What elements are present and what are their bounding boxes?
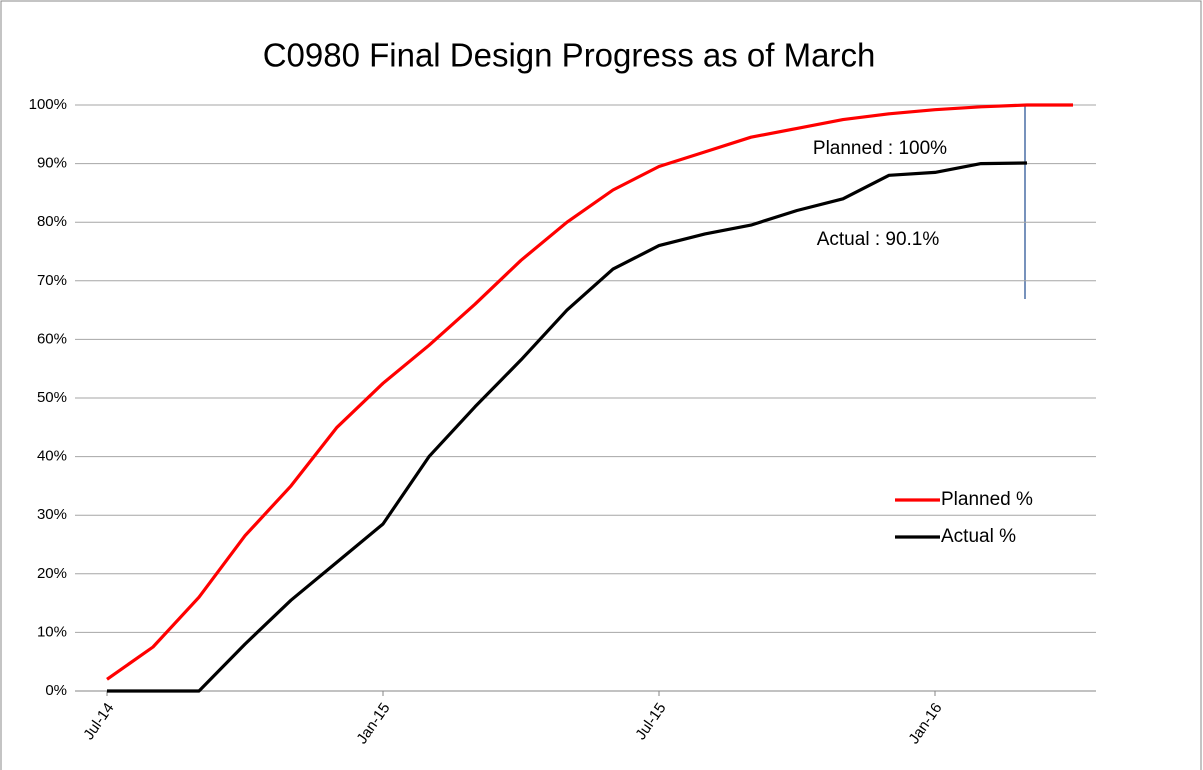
legend-label: Planned % [941, 489, 1033, 510]
y-tick-label: 50% [37, 389, 67, 406]
chart-title: C0980 Final Design Progress as of March [263, 37, 876, 74]
annotation: Planned : 100% [813, 138, 947, 159]
y-tick-label: 90% [37, 155, 67, 172]
annotation: Actual : 90.1% [817, 229, 940, 250]
y-tick-label: 0% [45, 682, 67, 699]
y-tick-label: 80% [37, 213, 67, 230]
y-tick-label: 60% [37, 330, 67, 347]
y-tick-label: 10% [37, 623, 67, 640]
y-tick-label: 70% [37, 272, 67, 289]
y-tick-label: 20% [37, 565, 67, 582]
y-tick-label: 100% [29, 96, 67, 113]
y-tick-label: 30% [37, 506, 67, 523]
y-tick-label: 40% [37, 448, 67, 465]
legend-label: Actual % [941, 526, 1016, 547]
series-line [107, 161, 1028, 693]
series-line [106, 103, 1073, 681]
